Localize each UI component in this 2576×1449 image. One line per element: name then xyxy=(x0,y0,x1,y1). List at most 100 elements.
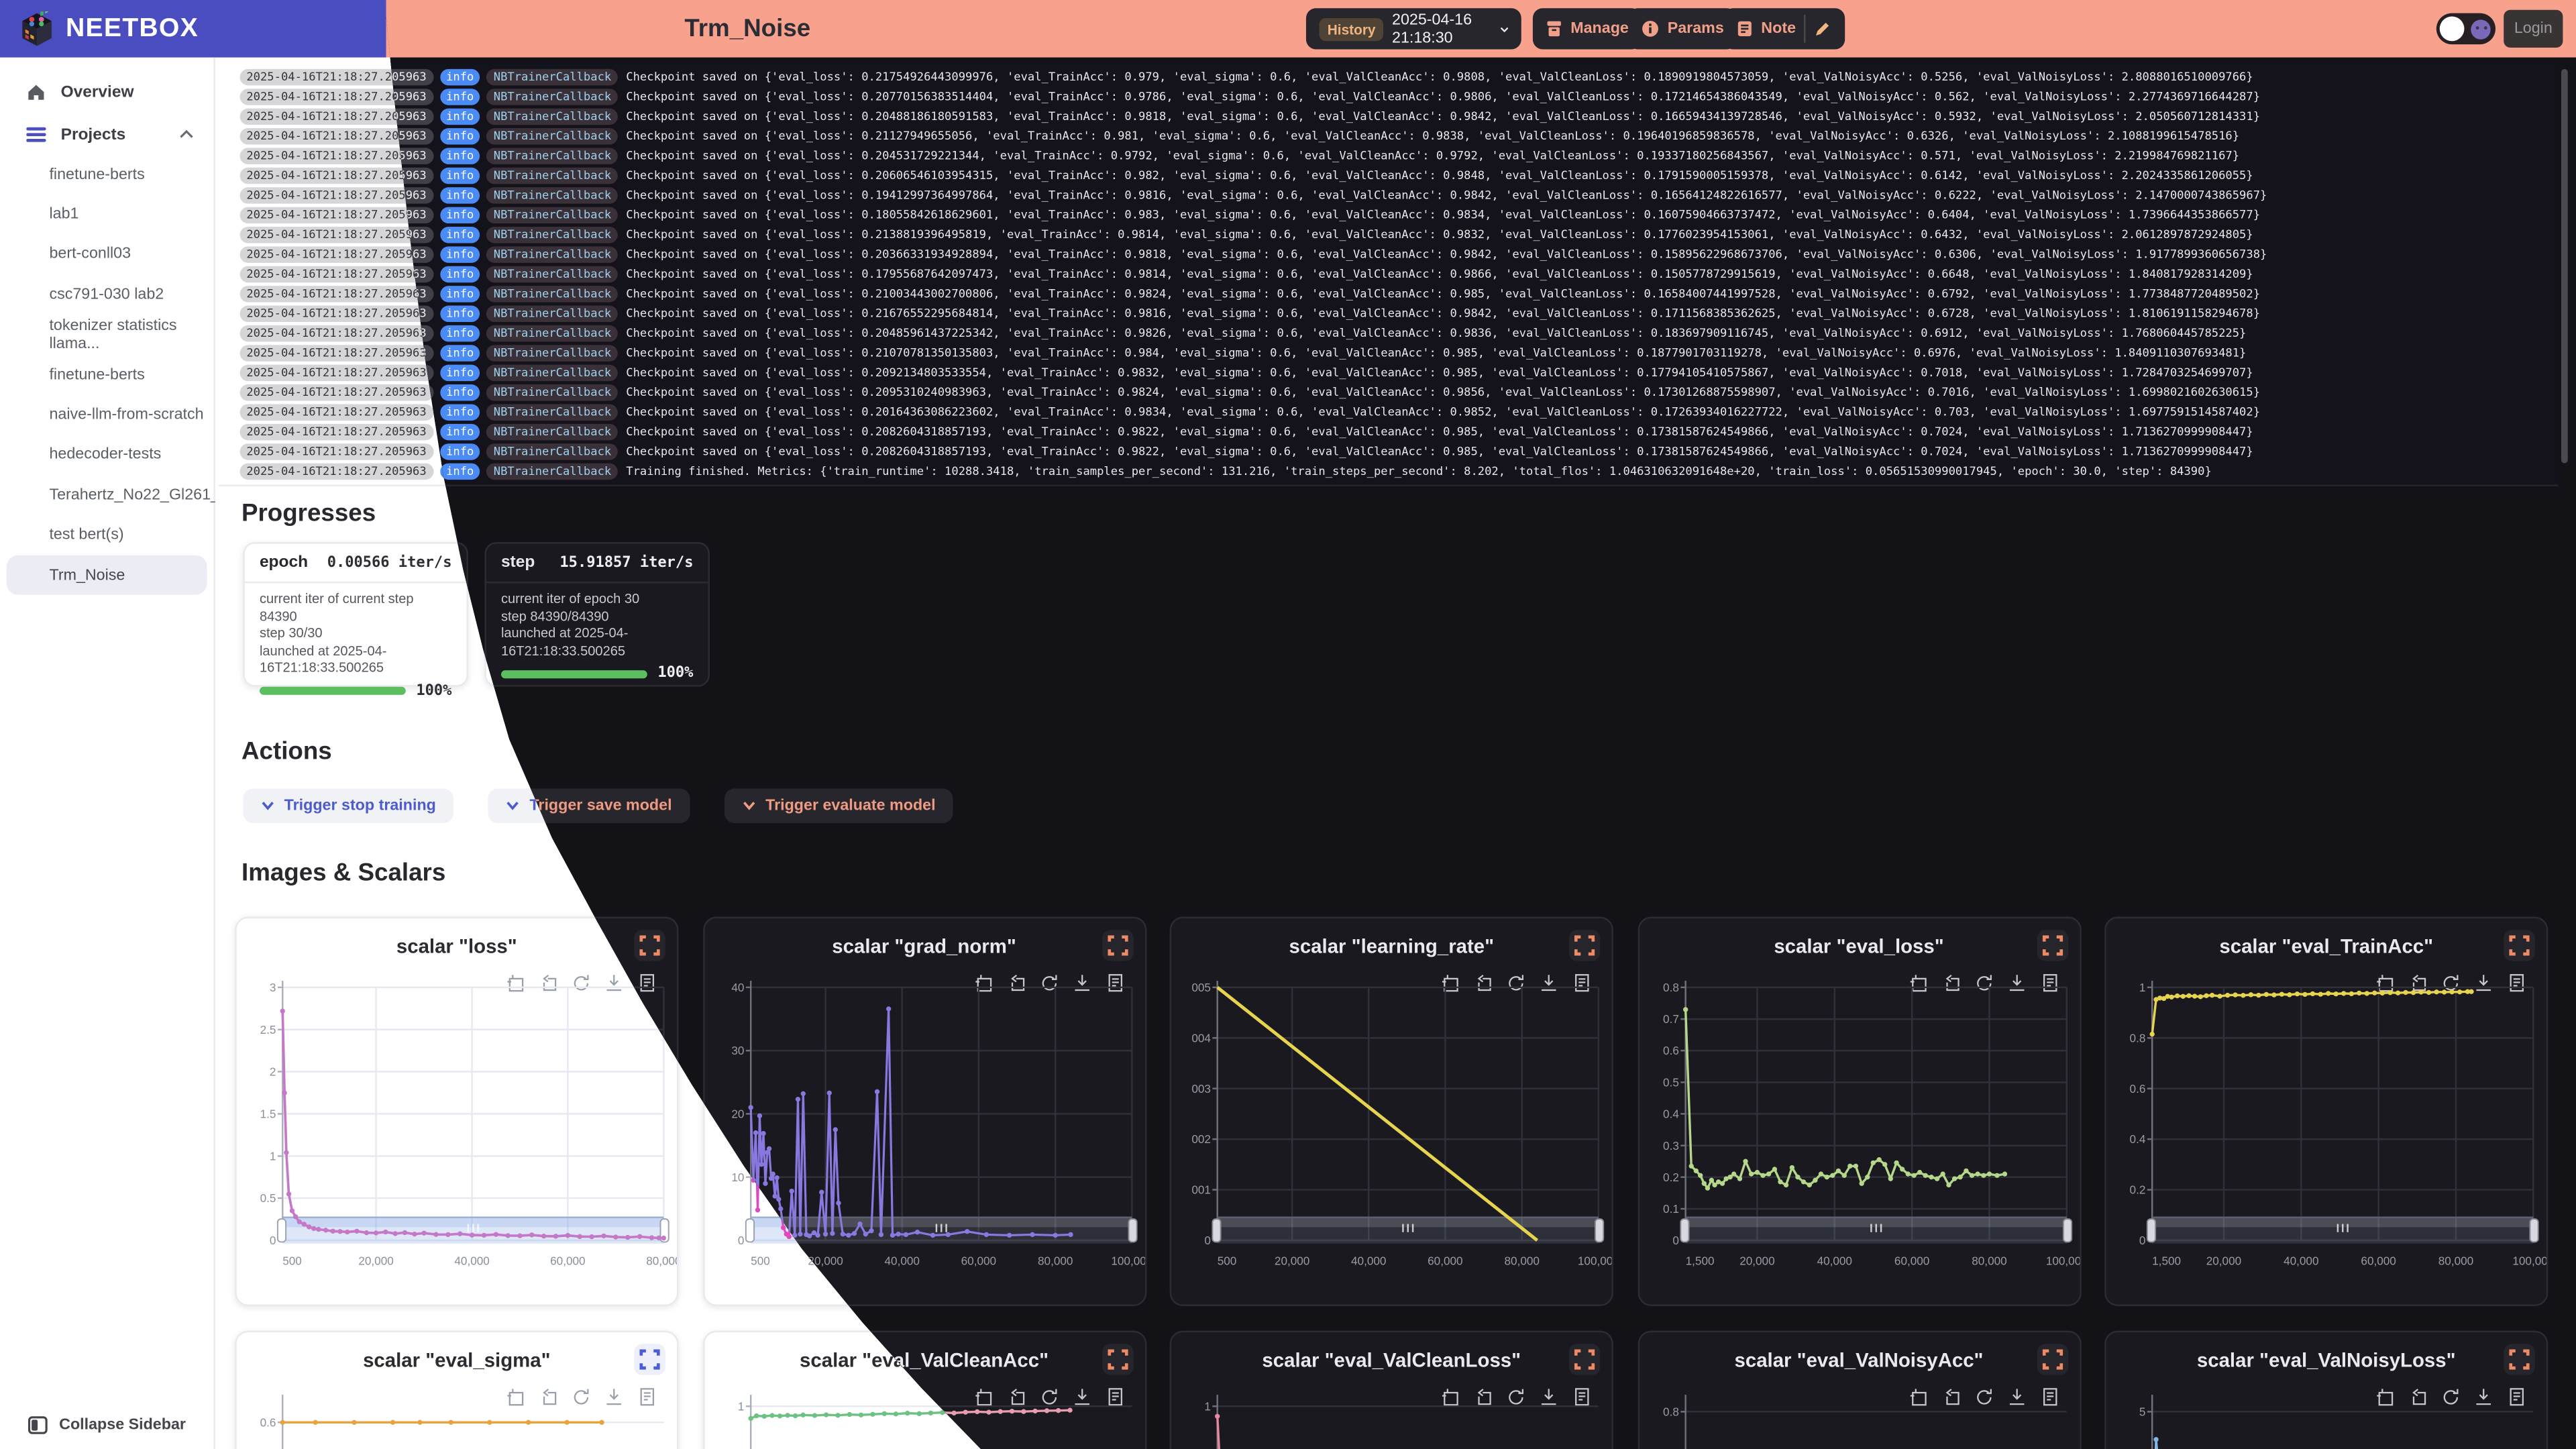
download-icon[interactable] xyxy=(1071,1387,1092,1408)
collapse-sidebar-button[interactable]: Collapse Sidebar xyxy=(28,1416,186,1434)
region-select-icon[interactable] xyxy=(972,973,994,994)
manage-button[interactable]: Manage xyxy=(1532,8,1642,50)
region-select-icon[interactable] xyxy=(1439,1387,1460,1408)
sidebar-item-project[interactable]: bert-conll03 xyxy=(0,235,213,275)
chart-plot-eval_ValNoisyLoss[interactable]: 5432 xyxy=(2109,1391,2546,1449)
svg-text:0.4: 0.4 xyxy=(1662,1108,1678,1121)
images-scalars-heading: Images & Scalars xyxy=(241,859,446,888)
sidebar-item-project[interactable]: Terahertz_No22_Gl261_gl... xyxy=(0,475,244,515)
data-log-icon[interactable] xyxy=(1570,1387,1592,1408)
log-tag-badge: NBTrainerCallback xyxy=(486,305,619,323)
chart-plot-eval_ValNoisyAcc[interactable]: 0.80.70.60.50.4 xyxy=(1642,1391,2079,1449)
log-timestamp: 2025-04-16T21:18:27.205963 xyxy=(239,325,433,342)
sidebar-item-project[interactable]: tokenizer statistics llama... xyxy=(0,315,213,355)
data-log-icon[interactable] xyxy=(2038,1387,2059,1408)
expand-chart-button[interactable] xyxy=(2036,1344,2068,1375)
edit-pencil-icon[interactable] xyxy=(1814,19,1832,38)
data-log-icon[interactable] xyxy=(636,1387,657,1408)
expand-chart-button[interactable] xyxy=(634,930,665,961)
sidebar-item-project[interactable]: finetune-berts xyxy=(0,355,213,395)
svg-text:0: 0 xyxy=(1672,1234,1678,1247)
data-log-icon[interactable] xyxy=(2038,973,2059,994)
chart-plot-eval_loss[interactable]: 0 0.1 0.2 0.3 0.4 0.5 0.6 0.7 0.8 1,500 20,000 40,0… xyxy=(1642,977,2079,1289)
progress-percent: 100% xyxy=(657,665,694,683)
refresh-icon[interactable] xyxy=(1505,1387,1526,1408)
region-select-icon[interactable] xyxy=(972,1387,994,1408)
log-level-badge: info xyxy=(439,148,481,164)
region-select-icon[interactable] xyxy=(1439,973,1460,994)
download-icon[interactable] xyxy=(1071,973,1092,994)
data-log-icon[interactable] xyxy=(1103,1387,1124,1408)
zoom-reset-icon[interactable] xyxy=(2407,1387,2428,1408)
data-log-icon[interactable] xyxy=(1570,973,1592,994)
log-console[interactable]: 2025-04-16T21:18:27.205963infoNBTrainerC… xyxy=(384,60,2559,486)
expand-chart-button[interactable] xyxy=(2504,930,2535,961)
data-log-icon[interactable] xyxy=(2506,1387,2527,1408)
refresh-icon[interactable] xyxy=(2440,1387,2461,1408)
expand-chart-button[interactable] xyxy=(1102,1344,1133,1375)
refresh-icon[interactable] xyxy=(1972,1387,1994,1408)
download-icon[interactable] xyxy=(603,973,625,994)
chevron-up-icon xyxy=(180,129,193,138)
download-icon[interactable] xyxy=(2473,973,2494,994)
login-button[interactable]: Login xyxy=(2504,9,2563,48)
chart-plot-loss[interactable]: 0 0.5 1 1.5 2 2.5 3 500 20,000 40,000 60,000 80,000 xyxy=(240,977,677,1289)
download-icon[interactable] xyxy=(1538,1387,1559,1408)
expand-chart-button[interactable] xyxy=(1102,930,1133,961)
sidebar: Overview Projects finetune-berts lab1 bert… xyxy=(0,57,244,1449)
log-message: Checkpoint saved on {'eval_loss': 0.2092… xyxy=(626,366,2253,380)
sidebar-section-projects[interactable]: Projects xyxy=(0,115,213,154)
zoom-reset-icon[interactable] xyxy=(1005,1387,1026,1408)
sidebar-item-project[interactable]: naive-llm-from-scratch xyxy=(0,395,213,435)
expand-chart-button[interactable] xyxy=(2036,930,2068,961)
action-button[interactable]: Trigger evaluate model xyxy=(724,788,954,823)
sidebar-item-project[interactable]: csc791-030 lab2 xyxy=(0,274,213,315)
chart-toolbar xyxy=(1439,1387,1592,1408)
console-scrollbar[interactable] xyxy=(2561,68,2568,464)
sidebar-item-project[interactable]: finetune-berts xyxy=(0,154,213,195)
zoom-reset-icon[interactable] xyxy=(1472,1387,1493,1408)
sidebar-item-project[interactable]: test bert(s) xyxy=(0,515,213,555)
params-button[interactable]: Params xyxy=(1627,8,1737,50)
sidebar-item-project[interactable]: lab1 xyxy=(0,195,213,235)
download-icon[interactable] xyxy=(2473,1387,2494,1408)
theme-toggle[interactable] xyxy=(2436,13,2496,45)
download-icon[interactable] xyxy=(2005,1387,2027,1408)
log-level-badge: info xyxy=(439,167,481,184)
region-select-icon[interactable] xyxy=(2374,973,2396,994)
download-icon[interactable] xyxy=(603,1387,625,1408)
refresh-icon[interactable] xyxy=(570,1387,592,1408)
region-select-icon[interactable] xyxy=(504,1387,526,1408)
expand-chart-button[interactable] xyxy=(2504,1344,2535,1375)
log-row: 2025-04-16T21:18:27.205963infoNBTrainerC… xyxy=(384,166,2558,185)
note-button-group[interactable]: Note xyxy=(1723,8,1845,50)
zoom-reset-icon[interactable] xyxy=(537,1387,559,1408)
refresh-icon[interactable] xyxy=(1038,1387,1059,1408)
download-icon[interactable] xyxy=(1538,973,1559,994)
expand-chart-button[interactable] xyxy=(1568,1344,1601,1375)
region-select-icon[interactable] xyxy=(2374,1387,2396,1408)
download-icon[interactable] xyxy=(2005,973,2027,994)
region-select-icon[interactable] xyxy=(504,973,526,994)
expand-chart-button[interactable] xyxy=(1568,930,1601,961)
collapse-sidebar-icon xyxy=(28,1416,48,1434)
log-level-badge: info xyxy=(439,443,481,460)
region-select-icon[interactable] xyxy=(1907,973,1928,994)
action-button[interactable]: Trigger stop training xyxy=(243,788,454,823)
zoom-reset-icon[interactable] xyxy=(1939,1387,1961,1408)
chart-plot-eval_sigma[interactable]: 0.60.50.4 xyxy=(240,1391,677,1449)
chart-plot-learning_rate[interactable]: 0 001 002 003 004 005 500 20,000 40,000 60,000 80,… xyxy=(1175,977,1611,1289)
data-log-icon[interactable] xyxy=(636,973,657,994)
data-log-icon[interactable] xyxy=(1103,973,1124,994)
chart-plot-eval_ValCleanLoss[interactable]: 10.80.6 xyxy=(1175,1391,1611,1449)
sidebar-item-overview[interactable]: Overview xyxy=(0,72,213,112)
sidebar-item-project[interactable]: Trm_Noise xyxy=(6,555,207,596)
chart-plot-eval_TrainAcc[interactable]: 0 0.2 0.4 0.6 0.8 1 1,500 20,000 40,000 60,000 80,… xyxy=(2109,977,2546,1289)
region-select-icon[interactable] xyxy=(1907,1387,1928,1408)
data-log-icon[interactable] xyxy=(2506,973,2527,994)
svg-text:500: 500 xyxy=(1218,1254,1237,1268)
projects-menu-icon xyxy=(26,127,46,142)
history-dropdown[interactable]: History 2025-04-16 21:18:30 xyxy=(1305,8,1521,50)
sidebar-item-project[interactable]: hedecoder-tests xyxy=(0,435,213,475)
expand-chart-button[interactable] xyxy=(634,1344,665,1375)
